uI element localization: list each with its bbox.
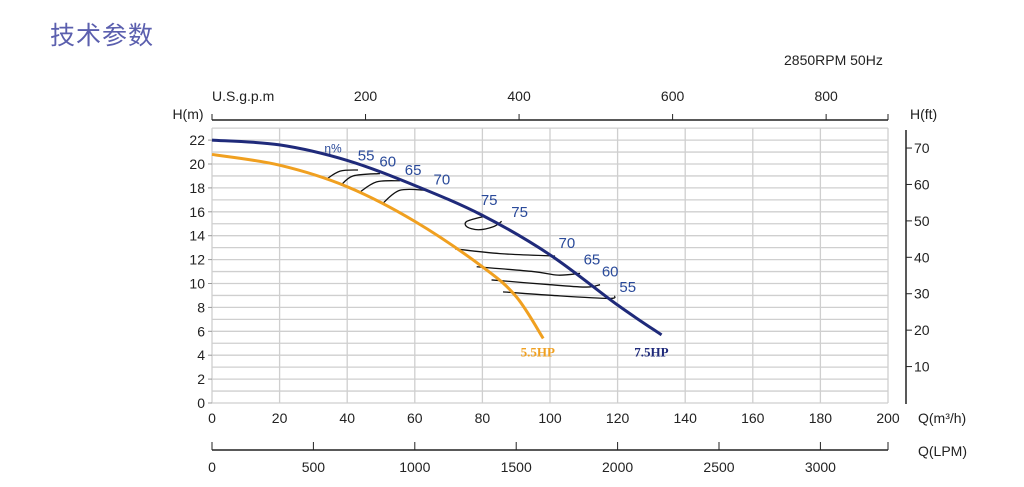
x-tick-label: 60 (407, 410, 423, 426)
efficiency-label: 55 (619, 279, 636, 296)
efficiency-label: 55 (358, 148, 375, 165)
y-tick-label: 18 (189, 180, 205, 196)
x-tick-label: 80 (475, 410, 491, 426)
head-curve-7-5hp (211, 138, 663, 337)
right-tick-label: 20 (914, 322, 930, 338)
y-tick-label: 16 (189, 204, 205, 220)
efficiency-label: 65 (405, 162, 422, 179)
right-tick-label: 40 (914, 249, 930, 265)
x-tick-label: 180 (809, 410, 833, 426)
y-tick-label: 6 (197, 323, 205, 339)
lpm-tick-label: 1000 (399, 459, 430, 475)
right-tick-label: 50 (914, 213, 930, 229)
x-tick-label: 160 (741, 410, 765, 426)
top-tick-label: 200 (354, 88, 378, 104)
lpm-tick-label: 3000 (805, 459, 836, 475)
efficiency-contour-60 (491, 279, 601, 288)
y-tick-label: 4 (197, 347, 205, 363)
y-tick-label: 22 (189, 132, 205, 148)
lpm-tick-label: 1500 (501, 459, 532, 475)
y-tick-label: 0 (197, 395, 205, 411)
y-tick-label: 12 (189, 252, 205, 268)
efficiency-contour-55 (502, 291, 616, 300)
x-tick-label: 200 (876, 410, 900, 426)
top-axis-label: U.S.g.p.m (212, 88, 274, 104)
efficiency-label: 75 (481, 192, 498, 209)
efficiency-symbol-label: η% (324, 141, 342, 155)
x-axis-label: Q(m³/h) (918, 410, 966, 426)
right-axis-label: H(ft) (910, 106, 937, 122)
x-tick-label: 120 (606, 410, 630, 426)
efficiency-label: 75 (511, 204, 528, 221)
y-tick-label: 10 (189, 276, 205, 292)
x-tick-label: 40 (339, 410, 355, 426)
efficiency-label: 70 (559, 235, 576, 252)
head-curve-5-5hp (211, 152, 545, 340)
efficiency-contour-70 (454, 248, 556, 257)
right-tick-label: 10 (914, 359, 930, 375)
top-tick-label: 600 (661, 88, 685, 104)
efficiency-contour-65 (476, 266, 581, 276)
efficiency-label: 60 (379, 154, 396, 171)
efficiency-contour-70 (382, 188, 427, 204)
x-tick-label: 140 (674, 410, 698, 426)
efficiency-contour-60 (340, 172, 381, 187)
y-tick-label: 20 (189, 156, 205, 172)
top-tick-label: 800 (814, 88, 838, 104)
right-tick-label: 70 (914, 140, 930, 156)
lpm-tick-label: 500 (302, 459, 326, 475)
lpm-tick-label: 2500 (703, 459, 734, 475)
lpm-axis-label: Q(LPM) (918, 443, 967, 459)
efficiency-contour-75 (464, 215, 503, 231)
chart-subtitle-rpm: 2850RPM 50Hz (784, 52, 883, 68)
efficiency-contour-65 (358, 180, 400, 194)
x-tick-label: 100 (538, 410, 562, 426)
y-tick-label: 14 (189, 228, 205, 244)
lpm-tick-label: 0 (208, 459, 216, 475)
series-label: 7.5HP (634, 345, 668, 360)
efficiency-label: 60 (602, 264, 619, 281)
right-tick-label: 60 (914, 176, 930, 192)
x-tick-label: 20 (272, 410, 288, 426)
efficiency-contour-55 (325, 169, 359, 181)
y-axis-label: H(m) (172, 106, 203, 122)
lpm-tick-label: 2000 (602, 459, 633, 475)
right-tick-label: 30 (914, 286, 930, 302)
efficiency-label: 65 (584, 252, 601, 269)
page-title: 技术参数 (50, 21, 155, 50)
efficiency-label: 70 (433, 172, 450, 189)
top-tick-label: 400 (507, 88, 531, 104)
y-tick-label: 2 (197, 371, 205, 387)
y-tick-label: 8 (197, 299, 205, 315)
x-tick-label: 0 (208, 410, 216, 426)
series-label: 5.5HP (521, 345, 555, 360)
